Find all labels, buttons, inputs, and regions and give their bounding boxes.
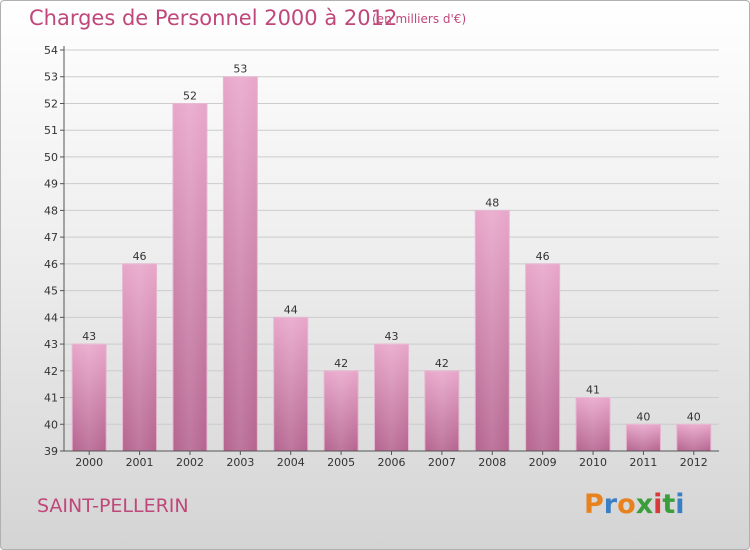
bar-highlight — [223, 76, 258, 451]
x-tick-label: 2004 — [277, 456, 305, 469]
logo-letter: r — [603, 489, 618, 520]
bar-highlight — [273, 317, 308, 451]
y-tick-label: 39 — [44, 445, 58, 458]
bar-value-label: 43 — [82, 330, 96, 343]
bar-value-label: 46 — [536, 250, 550, 263]
bar-highlight — [122, 263, 157, 451]
y-tick-label: 48 — [44, 204, 58, 217]
bar-value-label: 41 — [586, 384, 600, 397]
bar-value-label: 42 — [334, 357, 348, 370]
bar-highlight — [626, 424, 661, 451]
x-tick-label: 2006 — [378, 456, 406, 469]
logo-letter: t — [662, 489, 676, 520]
bar-highlight — [324, 370, 359, 451]
x-tick-label: 2008 — [478, 456, 506, 469]
y-tick-label: 43 — [44, 338, 58, 351]
bar-value-label: 46 — [133, 250, 147, 263]
bar-highlight — [172, 103, 207, 451]
bar-value-label: 52 — [183, 89, 197, 102]
bar-value-label: 40 — [687, 410, 701, 423]
logo-letter: o — [617, 489, 636, 520]
x-tick-label: 2007 — [428, 456, 456, 469]
axes: 39 40 41 42 43 44 45 46 47 48 49 50 51 52 53 54 2000 2001… — [44, 44, 719, 469]
x-tick-label: 2009 — [529, 456, 557, 469]
y-tick-label: 49 — [44, 178, 58, 191]
x-tick-label: 2003 — [226, 456, 254, 469]
x-tick-label: 2010 — [579, 456, 607, 469]
bar-highlight — [72, 344, 107, 451]
y-tick-label: 54 — [44, 44, 58, 57]
logo-letter: P — [584, 489, 604, 520]
bar-value-label: 44 — [284, 303, 298, 316]
y-tick-label: 52 — [44, 97, 58, 110]
bar-highlight — [576, 397, 611, 451]
bar-highlight — [525, 263, 560, 451]
logo-letter: i — [675, 489, 685, 520]
bar-value-label: 53 — [233, 63, 247, 76]
bar-highlight — [475, 210, 510, 451]
x-tick-label: 2001 — [126, 456, 154, 469]
bars: 43 46 52 53 44 42 43 42 48 46 41 40 40 — [71, 63, 712, 452]
y-tick-label: 44 — [44, 311, 58, 324]
bar-highlight — [374, 344, 409, 451]
x-tick-label: 2011 — [629, 456, 657, 469]
y-tick-label: 51 — [44, 124, 58, 137]
x-tick-label: 2005 — [327, 456, 355, 469]
commune-name: SAINT-PELLERIN — [37, 495, 189, 517]
chart-title: Charges de Personnel 2000 à 2012 — [29, 6, 398, 30]
chart-subtitle: (en milliers d'€) — [372, 12, 467, 26]
bar-value-label: 42 — [435, 357, 449, 370]
proxiti-logo[interactable]: Proxiti — [584, 489, 685, 520]
x-tick-label: 2002 — [176, 456, 204, 469]
bar-highlight — [676, 424, 711, 451]
x-tick-label: 2012 — [680, 456, 708, 469]
y-tick-label: 42 — [44, 365, 58, 378]
y-tick-label: 41 — [44, 392, 58, 405]
y-tick-label: 53 — [44, 71, 58, 84]
y-tick-label: 50 — [44, 151, 58, 164]
y-tick-label: 45 — [44, 285, 58, 298]
logo-letter: i — [653, 489, 663, 520]
y-tick-label: 40 — [44, 418, 58, 431]
bar-value-label: 40 — [636, 410, 650, 423]
bar-value-label: 43 — [385, 330, 399, 343]
x-tick-label: 2000 — [75, 456, 103, 469]
bar-value-label: 48 — [485, 196, 499, 209]
y-tick-label: 46 — [44, 258, 58, 271]
logo-letter: x — [635, 489, 654, 520]
bar-highlight — [424, 370, 459, 451]
y-tick-label: 47 — [44, 231, 58, 244]
